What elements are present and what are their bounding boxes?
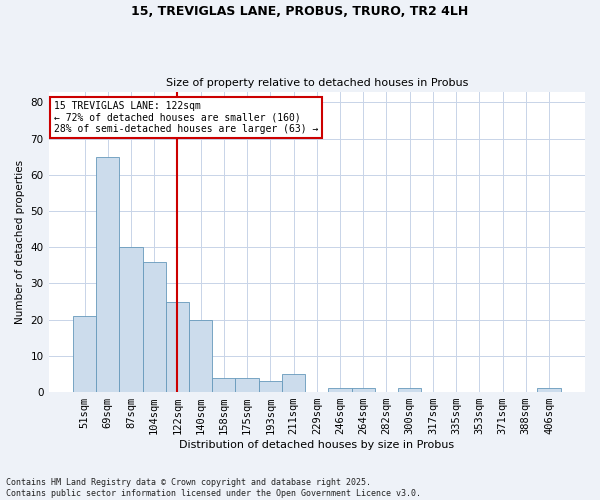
Y-axis label: Number of detached properties: Number of detached properties: [15, 160, 25, 324]
Bar: [398, 388, 421, 392]
Bar: [259, 381, 282, 392]
Bar: [189, 320, 212, 392]
Title: Size of property relative to detached houses in Probus: Size of property relative to detached ho…: [166, 78, 468, 88]
Bar: [119, 248, 143, 392]
Bar: [282, 374, 305, 392]
Bar: [73, 316, 96, 392]
Text: 15, TREVIGLAS LANE, PROBUS, TRURO, TR2 4LH: 15, TREVIGLAS LANE, PROBUS, TRURO, TR2 4…: [131, 5, 469, 18]
Bar: [538, 388, 560, 392]
X-axis label: Distribution of detached houses by size in Probus: Distribution of detached houses by size …: [179, 440, 454, 450]
Bar: [328, 388, 352, 392]
Bar: [143, 262, 166, 392]
Bar: [212, 378, 235, 392]
Text: Contains HM Land Registry data © Crown copyright and database right 2025.
Contai: Contains HM Land Registry data © Crown c…: [6, 478, 421, 498]
Bar: [96, 156, 119, 392]
Bar: [166, 302, 189, 392]
Bar: [235, 378, 259, 392]
Bar: [352, 388, 375, 392]
Text: 15 TREVIGLAS LANE: 122sqm
← 72% of detached houses are smaller (160)
28% of semi: 15 TREVIGLAS LANE: 122sqm ← 72% of detac…: [54, 100, 318, 134]
